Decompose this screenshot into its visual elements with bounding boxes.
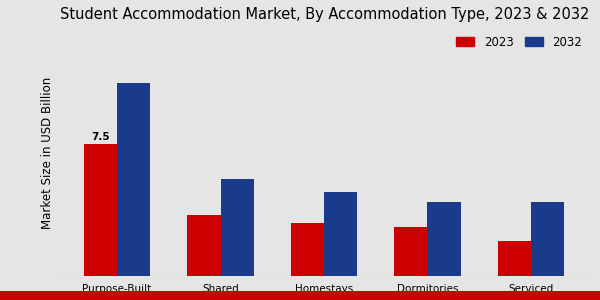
Text: 7.5: 7.5: [91, 132, 110, 142]
Y-axis label: Market Size in USD Billion: Market Size in USD Billion: [41, 77, 55, 229]
Bar: [498, 241, 531, 276]
Bar: [394, 227, 427, 276]
Bar: [291, 223, 324, 276]
Bar: [531, 202, 564, 276]
Text: Student Accommodation Market, By Accommodation Type, 2023 & 2032: Student Accommodation Market, By Accommo…: [60, 7, 589, 22]
Bar: [427, 202, 461, 276]
Bar: [187, 214, 221, 276]
Bar: [324, 192, 357, 276]
Bar: [84, 144, 117, 276]
Bar: [117, 83, 150, 276]
Bar: [221, 179, 254, 276]
Legend: 2023, 2032: 2023, 2032: [457, 36, 582, 49]
